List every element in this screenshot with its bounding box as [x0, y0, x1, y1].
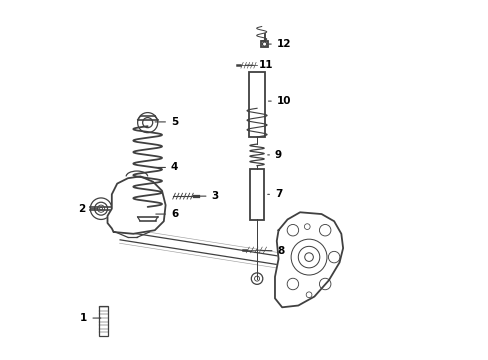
- Text: 1: 1: [80, 313, 101, 323]
- Text: 11: 11: [245, 60, 273, 70]
- Text: 9: 9: [267, 150, 282, 160]
- Text: 2: 2: [78, 204, 98, 214]
- Text: 4: 4: [156, 162, 178, 172]
- Text: 3: 3: [195, 191, 218, 201]
- Polygon shape: [274, 212, 343, 307]
- Bar: [261, 41, 267, 47]
- Text: 6: 6: [156, 209, 178, 219]
- Bar: [249, 169, 264, 220]
- Text: 12: 12: [268, 39, 291, 49]
- Bar: [99, 306, 108, 336]
- Text: 5: 5: [155, 117, 178, 127]
- Bar: [249, 72, 264, 137]
- Text: 7: 7: [267, 189, 282, 199]
- Text: 8: 8: [261, 246, 284, 256]
- Text: 10: 10: [268, 96, 291, 106]
- Polygon shape: [107, 176, 165, 234]
